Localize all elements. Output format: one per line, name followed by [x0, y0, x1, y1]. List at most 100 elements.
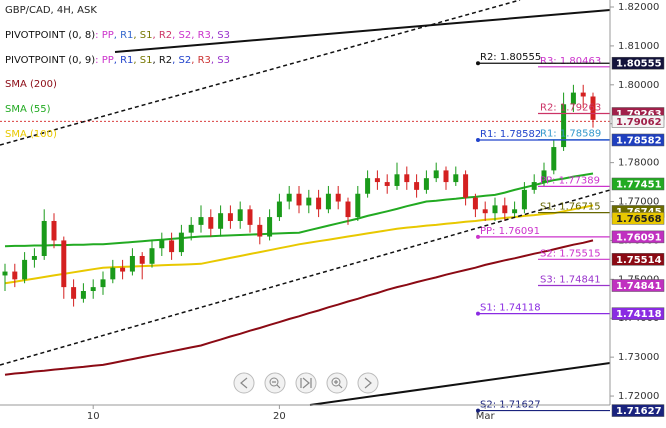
price-box-label: 1.77451: [616, 179, 662, 190]
y-tick-label: 1.77000: [618, 197, 659, 208]
pivot-legend-item: : PP: [95, 55, 114, 66]
zoom-controls: [233, 372, 379, 394]
price-box-label: 1.76091: [616, 232, 662, 243]
candle-body: [453, 174, 459, 183]
candle-body: [178, 232, 184, 253]
candle-body: [198, 217, 204, 225]
price-box-label: 1.74841: [616, 281, 662, 292]
legend-entry: SMA (55): [5, 104, 51, 115]
y-tick-label: 1.80000: [618, 80, 659, 91]
candle-body: [71, 287, 77, 299]
candle-body: [335, 193, 341, 202]
candle-body: [512, 209, 518, 214]
candle-body: [149, 248, 155, 264]
pivot-legend: PIVOTPOINT (0, 9): PP, R1, S1, R2, S2, R…: [5, 55, 230, 66]
trend-line: [114, 9, 611, 53]
y-tick-label: 1.73000: [618, 352, 659, 363]
pivot-label: R2: 1.79263: [540, 102, 601, 113]
sma-line: [4, 239, 594, 376]
candle-body: [374, 178, 380, 183]
candle-body: [580, 92, 586, 97]
pivot-legend-name: PIVOTPOINT (0, 9): [5, 55, 95, 66]
price-box: [611, 404, 665, 417]
pivot-label: PP: 1.77389: [540, 175, 600, 186]
price-box: [611, 133, 665, 147]
reset-button[interactable]: [295, 372, 317, 394]
pivot-legend-item: , R3: [191, 55, 211, 66]
y-tick-label: 1.82000: [618, 2, 659, 13]
candle-body: [51, 220, 57, 241]
candle-body: [12, 271, 18, 280]
pivot-legend-name: PIVOTPOINT (0, 8): [5, 30, 95, 41]
price-box: [611, 307, 665, 320]
candle-body: [345, 201, 351, 218]
candle-body: [80, 291, 86, 299]
y-tick-label: 1.78000: [618, 158, 659, 169]
candle-body: [531, 182, 537, 190]
candle-body: [2, 271, 8, 276]
x-tick-label: Mar: [476, 411, 496, 422]
scroll-left-button[interactable]: [233, 372, 255, 394]
pivot-dot: [476, 311, 480, 316]
candle-body: [247, 209, 253, 225]
pivot-legend-item: : PP: [95, 30, 114, 41]
candle-body: [551, 147, 557, 171]
pivot-label: R3: 1.80463: [540, 56, 601, 67]
candle-body: [22, 259, 28, 280]
x-tick-label: 10: [87, 411, 100, 422]
price-box-label: 1.80555: [616, 59, 662, 70]
pivot-legend-item: , R1: [114, 30, 134, 41]
pivot-label: S1: 1.74118: [480, 303, 541, 314]
pivot-label: S3: 1.74841: [540, 275, 601, 286]
candle-body: [257, 224, 263, 237]
candle-body: [296, 193, 302, 206]
candle-body: [31, 255, 37, 260]
price-box-label: 1.76568: [616, 214, 662, 225]
zoom-out-button[interactable]: [264, 372, 286, 394]
zoom-in-button[interactable]: [326, 372, 348, 394]
pivot-dot: [476, 408, 480, 413]
candle-body: [267, 217, 273, 237]
candle-body: [286, 193, 292, 202]
candle-body: [120, 267, 126, 272]
candle-body: [237, 209, 243, 221]
scroll-right-button[interactable]: [357, 372, 379, 394]
candle-body: [365, 178, 371, 194]
candle-body: [472, 197, 478, 210]
candle-body: [316, 197, 322, 210]
price-box-label: 1.79062: [616, 117, 662, 128]
candle-body: [482, 209, 488, 214]
price-box: [611, 253, 665, 266]
pivot-label: PP: 1.76091: [480, 226, 540, 237]
candle-body: [169, 240, 175, 253]
candle-body: [129, 255, 135, 272]
candle-body: [306, 197, 312, 206]
pivot-legend-item: , R2: [153, 55, 173, 66]
chart-title: GBP/CAD, 4H, ASK: [5, 5, 97, 16]
legend: GBP/CAD, 4H, ASK PIVOTPOINT (0, 8): PP, …: [5, 5, 230, 140]
candle-body: [463, 174, 469, 198]
price-box: [611, 115, 665, 128]
pivot-legend-item: , S2: [172, 30, 191, 41]
price-box-label: 1.75514: [616, 255, 662, 266]
candle-body: [443, 170, 449, 183]
x-tick-label: 20: [273, 411, 286, 422]
pivot-label: S1: 1.76715: [540, 202, 601, 213]
candle-body: [414, 182, 420, 190]
pivot-legend-item: , S1: [133, 30, 152, 41]
candle-body: [41, 220, 47, 256]
pivot-label: R2: 1.80555: [480, 52, 541, 63]
trend-line: [309, 362, 611, 406]
price-box: [611, 177, 665, 191]
pivot-legend-item: , R1: [114, 55, 134, 66]
pivot-dot: [476, 234, 480, 239]
candle-body: [159, 240, 165, 249]
candle-body: [61, 240, 67, 288]
candle-body: [100, 279, 106, 288]
candle-body: [355, 193, 361, 218]
y-tick-label: 1.81000: [618, 41, 659, 52]
pivot-legend: PIVOTPOINT (0, 8): PP, R1, S1, R2, S2, R…: [5, 30, 230, 41]
candle-body: [110, 267, 116, 280]
pivot-legend-item: , S2: [172, 55, 191, 66]
